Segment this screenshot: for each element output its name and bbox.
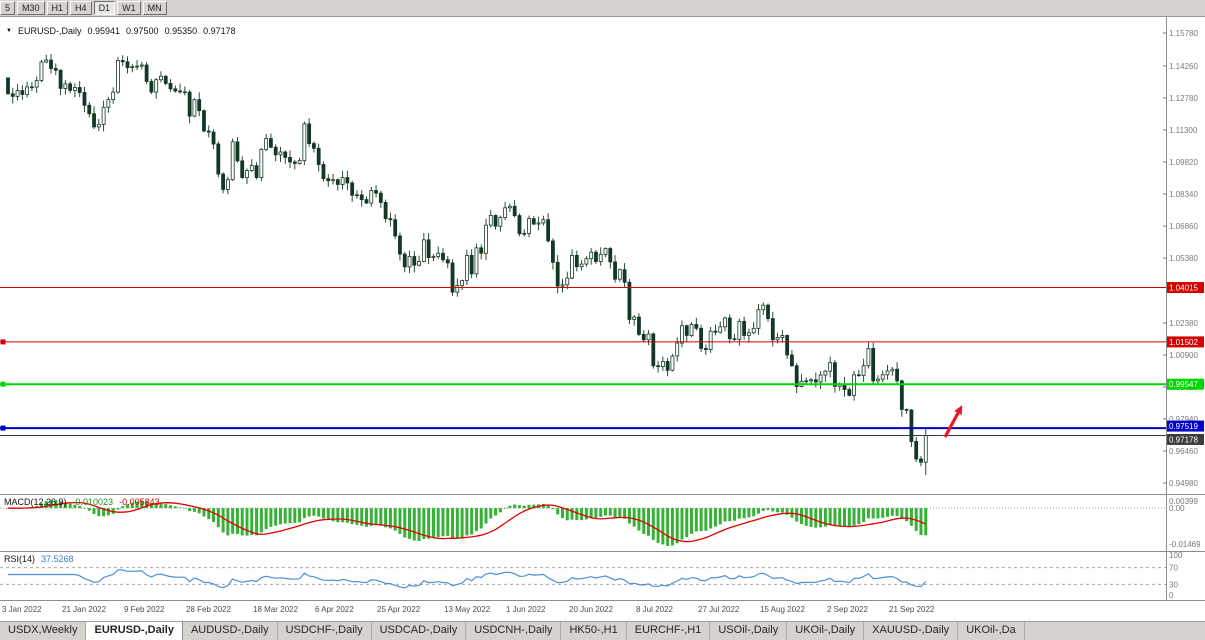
timeframe-button-M30[interactable]: M30: [17, 1, 45, 15]
rsi-value: 37.5268: [41, 554, 74, 564]
macd-name: MACD(12,26,9): [4, 497, 67, 507]
date-axis: 3 Jan 2022 21 Jan 2022 9 Feb 2022 28 Feb 20…: [0, 600, 1205, 621]
timeframe-button-W1[interactable]: W1: [117, 1, 141, 15]
svg-text:1.06860: 1.06860: [1169, 222, 1198, 231]
timeframe-button-H4[interactable]: H4: [70, 1, 92, 15]
svg-text:1.08340: 1.08340: [1169, 190, 1198, 199]
date-axis-label: 25 Apr 2022: [377, 605, 421, 614]
svg-text:1.02380: 1.02380: [1169, 319, 1198, 328]
chart-symbol-label: EURUSD-,Daily: [17, 26, 82, 36]
price-axis-labels: 1.15780 1.14260 1.12780 1.11300 1.09820 1.083…: [1163, 29, 1198, 488]
chart-tab-usdx-weekly[interactable]: USDX,Weekly: [0, 622, 87, 640]
chart-ohlc-header: ▼ EURUSD-,Daily 0.95941 0.97500 0.95350 …: [6, 26, 236, 36]
chart-tab-ukoil-da[interactable]: UKOil-,Da: [958, 622, 1025, 640]
chart-tabs-bar: USDX,Weekly EURUSD-,Daily AUDUSD-,Daily USD…: [0, 621, 1205, 640]
horizontal-lines[interactable]: [0, 287, 1166, 436]
svg-text:0.97940: 0.97940: [1169, 415, 1198, 424]
date-axis-label: 27 Jul 2022: [698, 605, 740, 614]
date-axis-label: 18 Mar 2022: [253, 605, 298, 614]
svg-text:1.09820: 1.09820: [1169, 158, 1198, 167]
svg-text:-0.01469: -0.01469: [1169, 540, 1201, 549]
trend-arrow-icon[interactable]: [943, 405, 963, 438]
date-axis-label: 9 Feb 2022: [124, 605, 165, 614]
svg-text:0.00: 0.00: [1169, 504, 1185, 513]
ohlc-open: 0.95941: [87, 26, 121, 36]
timeframe-button-H1[interactable]: H1: [46, 1, 69, 15]
timeframe-button-MN[interactable]: MN: [142, 1, 167, 15]
svg-text:100: 100: [1169, 552, 1183, 560]
svg-text:0.94980: 0.94980: [1169, 479, 1198, 488]
hline-handle-icon[interactable]: [0, 425, 6, 431]
ohlc-high: 0.97500: [126, 26, 159, 36]
svg-text:0: 0: [1169, 591, 1174, 600]
svg-text:1.00900: 1.00900: [1169, 351, 1198, 360]
svg-text:1.04015: 1.04015: [1169, 284, 1198, 293]
timeframe-button-D1[interactable]: D1: [93, 1, 116, 15]
chart-tab-usdcnh-daily[interactable]: USDCNH-,Daily: [466, 622, 562, 640]
rsi-canvas[interactable]: 100 70 30 0: [0, 552, 1205, 600]
svg-text:0.00399: 0.00399: [1169, 497, 1198, 506]
date-axis-label: 8 Jul 2022: [636, 605, 673, 614]
svg-text:70: 70: [1169, 564, 1178, 573]
timeframe-toolbar: 5 M30 H1 H4 D1 W1 MN: [0, 0, 1205, 17]
date-axis-label: 13 May 2022: [444, 605, 491, 614]
svg-text:1.12780: 1.12780: [1169, 94, 1198, 103]
svg-text:0.97178: 0.97178: [1169, 435, 1198, 444]
svg-text:1.14260: 1.14260: [1169, 62, 1198, 71]
price-chart-canvas[interactable]: 1.15780 1.14260 1.12780 1.11300 1.09820 1.083…: [0, 17, 1205, 494]
date-axis-label: 20 Jun 2022: [569, 605, 614, 614]
macd-main-value: -0.010023: [72, 497, 114, 507]
ohlc-low: 0.95350: [164, 26, 198, 36]
svg-text:1.15780: 1.15780: [1169, 29, 1198, 38]
rsi-line: [8, 569, 927, 589]
svg-text:30: 30: [1169, 580, 1178, 589]
svg-text:0.96460: 0.96460: [1169, 447, 1198, 456]
macd-signal-line: [7, 501, 927, 543]
date-axis-label: 15 Aug 2022: [760, 605, 805, 614]
rsi-name: RSI(14): [4, 554, 36, 564]
rsi-label: RSI(14) 37.5268: [4, 554, 74, 564]
macd-indicator-panel: 0.00399 0.00 -0.01469 MACD(12,26,9) -0.010…: [0, 494, 1205, 551]
chart-collapse-icon[interactable]: ▼: [6, 28, 12, 34]
date-axis-label: 3 Jan 2022: [2, 605, 42, 614]
svg-text:0.99547: 0.99547: [1169, 380, 1198, 389]
date-axis-label: 28 Feb 2022: [186, 605, 231, 614]
main-chart-panel: 1.15780 1.14260 1.12780 1.11300 1.09820 1.083…: [0, 17, 1205, 494]
chart-tab-usdcad-daily[interactable]: USDCAD-,Daily: [372, 622, 467, 640]
svg-text:0.97519: 0.97519: [1169, 422, 1198, 431]
price-line-labels: 1.04015 1.01502 0.99547 0.97519 0.97178: [1167, 282, 1204, 445]
chart-tab-eurchf-h1[interactable]: EURCHF-,H1: [627, 622, 711, 640]
hline-handle-icon[interactable]: [0, 381, 6, 387]
chart-tab-ukoil-daily[interactable]: UKOil-,Daily: [787, 622, 865, 640]
chart-tab-hk50-h1[interactable]: HK50-,H1: [561, 622, 627, 640]
hline-handle-icon[interactable]: [0, 339, 6, 345]
svg-text:1.05380: 1.05380: [1169, 254, 1198, 263]
svg-text:1.11300: 1.11300: [1169, 126, 1198, 135]
date-axis-label: 1 Jun 2022: [506, 605, 546, 614]
chart-tab-eurusd-daily[interactable]: EURUSD-,Daily: [86, 622, 183, 640]
ohlc-close: 0.97178: [203, 26, 236, 36]
chart-tab-usoil-daily[interactable]: USOil-,Daily: [710, 622, 788, 640]
candlestick-series: [6, 54, 928, 476]
macd-signal-value: -0.005843: [119, 497, 160, 507]
date-axis-label: 6 Apr 2022: [315, 605, 354, 614]
chart-tab-xauusd-daily[interactable]: XAUUSD-,Daily: [864, 622, 959, 640]
timeframe-button-5[interactable]: 5: [0, 1, 16, 15]
date-axis-label: 21 Jan 2022: [62, 605, 107, 614]
date-axis-label: 21 Sep 2022: [889, 605, 935, 614]
rsi-indicator-panel: 100 70 30 0 RSI(14) 37.5268: [0, 551, 1205, 600]
macd-label: MACD(12,26,9) -0.010023 -0.005843: [4, 497, 160, 507]
chart-tab-usdchf-daily[interactable]: USDCHF-,Daily: [278, 622, 372, 640]
date-axis-label: 2 Sep 2022: [827, 605, 868, 614]
chart-tab-audusd-daily[interactable]: AUDUSD-,Daily: [183, 622, 278, 640]
svg-text:1.01502: 1.01502: [1169, 338, 1198, 347]
